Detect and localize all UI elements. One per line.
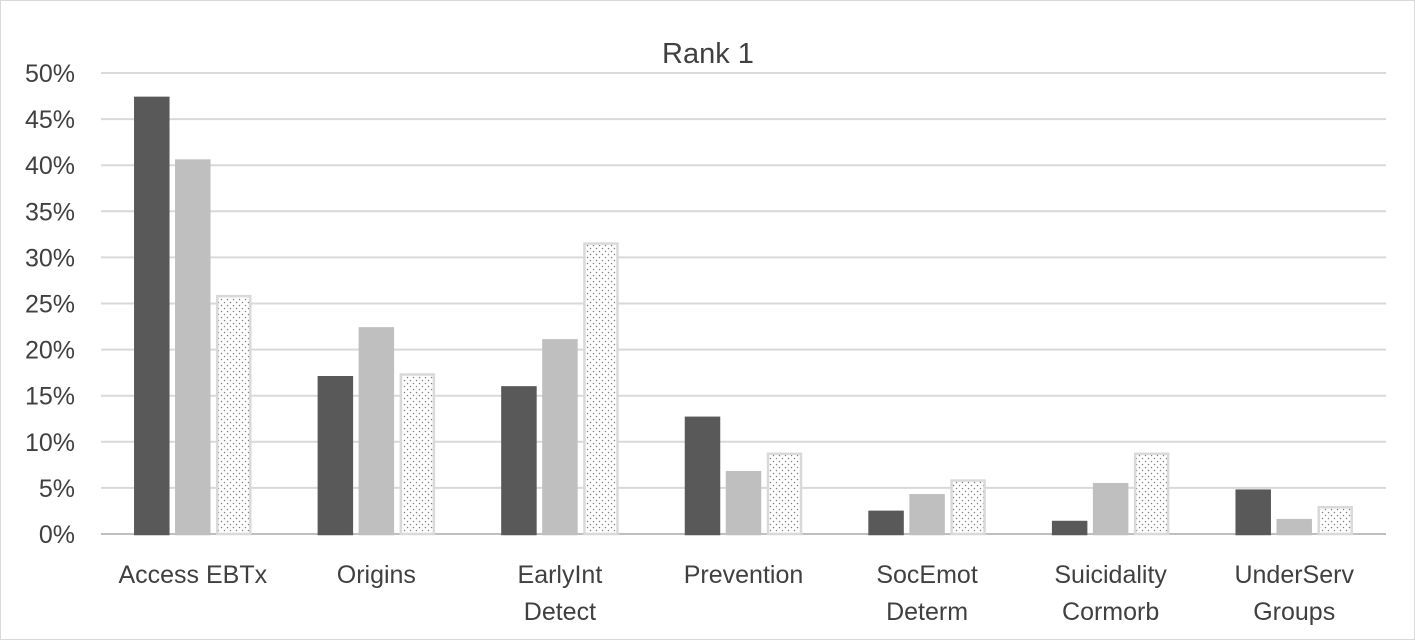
x-category-label: Cormorb — [1062, 598, 1159, 626]
y-tick-label: 5% — [39, 475, 75, 503]
x-category-label: Prevention — [684, 561, 804, 589]
y-tick-label: 30% — [25, 244, 75, 272]
bar-series-2 — [909, 494, 945, 536]
x-category-label: Determ — [886, 598, 968, 626]
bar-series-1 — [317, 376, 354, 536]
y-tick-label: 0% — [39, 521, 75, 549]
bars — [134, 96, 1353, 536]
bar-series-2 — [542, 339, 578, 536]
x-category-label: Origins — [337, 561, 416, 589]
y-axis-ticks: 0% 5% 10% 15% 20% 25% 30% 35% 40% 45% 50% — [25, 60, 75, 549]
y-tick-label: 45% — [25, 106, 75, 134]
bar-series-2 — [725, 470, 762, 536]
bar-series-3 — [216, 294, 252, 536]
x-category-label: EarlyInt — [518, 561, 603, 589]
x-axis-categories: Access EBTx Origins EarlyInt Detect Preventi… — [118, 561, 1354, 626]
y-tick-label: 25% — [25, 291, 75, 319]
bar-series-1 — [1235, 489, 1271, 536]
y-tick-label: 50% — [25, 60, 75, 88]
gridlines — [101, 72, 1386, 535]
x-category-label: Suicidality — [1054, 561, 1167, 589]
bar-series-3 — [399, 373, 436, 536]
y-tick-label: 40% — [25, 152, 75, 180]
bar-series-1 — [134, 96, 170, 536]
x-category-label: SocEmot — [876, 561, 977, 589]
bar-series-1 — [1051, 520, 1088, 536]
y-tick-label: 15% — [25, 383, 75, 411]
bar-series-1 — [501, 386, 537, 536]
y-tick-label: 35% — [25, 198, 75, 226]
bar-series-2 — [1276, 518, 1312, 536]
y-tick-label: 20% — [25, 337, 75, 365]
bar-series-3 — [766, 452, 803, 536]
bar-series-1 — [868, 510, 904, 536]
x-category-label: Access EBTx — [118, 561, 267, 589]
bar-series-3 — [583, 242, 619, 536]
bar-series-2 — [1092, 482, 1129, 536]
x-category-label: Groups — [1253, 598, 1335, 626]
bar-series-3 — [950, 479, 986, 536]
bar-series-1 — [684, 416, 721, 536]
x-category-label: UnderServ — [1234, 561, 1354, 589]
bar-series-3 — [1317, 506, 1353, 536]
chart-title: Rank 1 — [662, 38, 754, 70]
bar-series-2 — [175, 159, 211, 536]
bar-series-2 — [358, 327, 395, 536]
y-tick-label: 10% — [25, 429, 75, 457]
x-category-label: Detect — [524, 598, 596, 626]
bar-series-3 — [1133, 452, 1170, 536]
